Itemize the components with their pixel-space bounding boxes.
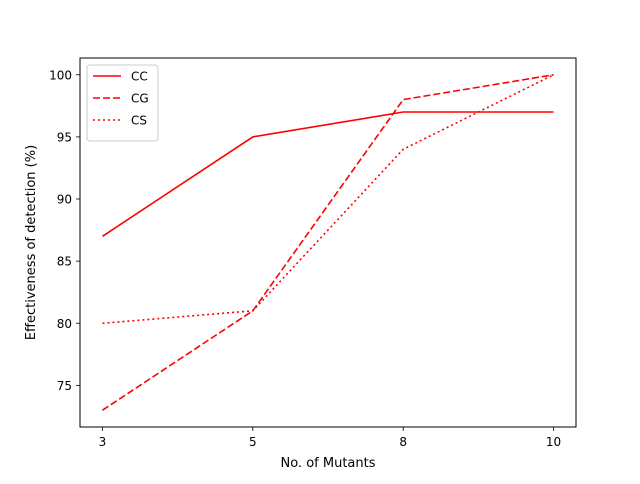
y-tick-label: 80 <box>57 317 72 331</box>
x-tick-label: 10 <box>546 435 561 449</box>
legend-label-cg: CG <box>131 92 149 106</box>
y-tick-label: 100 <box>49 68 72 82</box>
axes-frame <box>79 57 577 428</box>
y-axis: 75 80 85 90 95 100 <box>49 68 80 393</box>
legend-box <box>86 64 159 142</box>
legend-label-cc: CC <box>131 70 148 84</box>
series-line-cs <box>102 74 554 325</box>
y-axis-label: Effectiveness of detection (%) <box>24 145 39 340</box>
y-tick-label: 85 <box>57 255 72 269</box>
legend: CC CG CS <box>86 64 159 142</box>
legend-label-cs: CS <box>131 114 147 128</box>
x-tick-label: 3 <box>99 435 107 449</box>
x-axis-label: No. of Mutants <box>280 456 375 471</box>
x-tick-label: 8 <box>399 435 407 449</box>
x-tick-label: 5 <box>249 435 257 449</box>
x-axis: 3 5 8 10 <box>99 427 561 449</box>
plot-area <box>102 74 554 411</box>
y-tick-label: 75 <box>57 379 72 393</box>
series-line-cg <box>102 74 554 411</box>
y-tick-label: 95 <box>57 130 72 144</box>
y-tick-label: 90 <box>57 193 72 207</box>
